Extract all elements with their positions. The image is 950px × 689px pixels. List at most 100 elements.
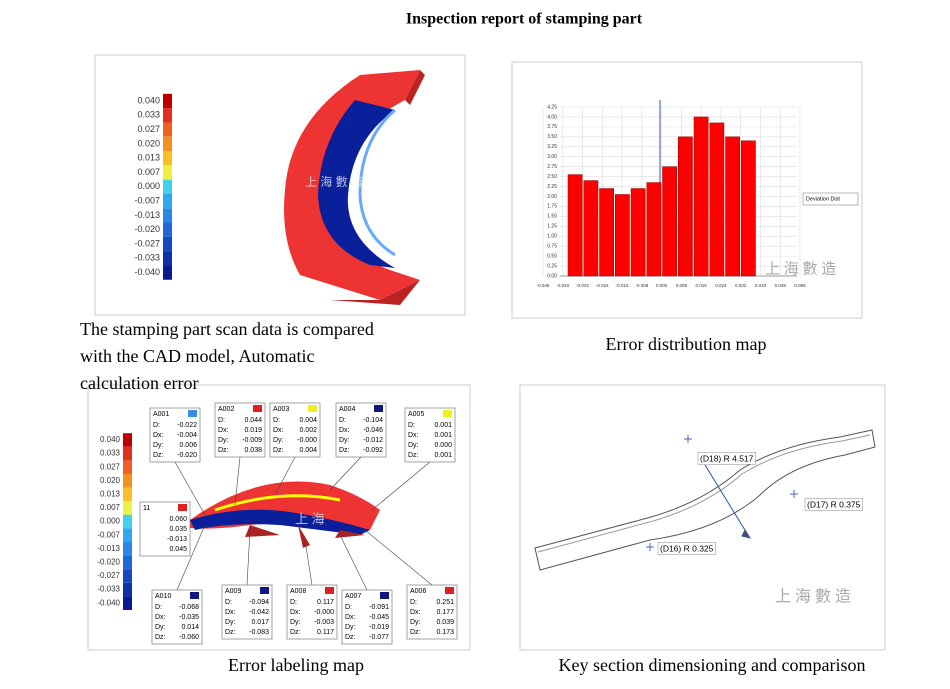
label-value: -0.022 [177, 422, 197, 429]
legend-swatch [123, 555, 132, 570]
label-value: 0.177 [436, 609, 454, 616]
label-value: 0.006 [179, 442, 197, 449]
label-value: -0.091 [369, 604, 389, 611]
leader-line [371, 461, 431, 511]
label-key: Dz: [273, 447, 284, 454]
label-key: D: [408, 422, 415, 429]
label-swatch [188, 410, 197, 417]
x-tick-label: 0.056 [794, 283, 806, 288]
legend-swatch [123, 433, 132, 447]
caption: The stamping part scan data is compared [80, 319, 374, 339]
label-key: D: [225, 599, 232, 606]
label-value: -0.000 [297, 437, 317, 444]
label-value: 0.045 [169, 546, 187, 553]
label-key: Dx: [218, 427, 229, 434]
legend-label: -0.040 [134, 267, 160, 277]
leader-line [246, 529, 251, 586]
label-id: A005 [408, 411, 424, 418]
legend-swatch [163, 179, 172, 194]
bar [615, 194, 630, 277]
label-value: -0.035 [179, 614, 199, 621]
y-tick-label: 0.50 [547, 253, 557, 259]
x-tick-label: -0.032 [576, 283, 589, 288]
legend-swatch [163, 236, 172, 252]
label-key: Dx: [339, 427, 350, 434]
label-value: 0.251 [436, 599, 454, 606]
label-id: A006 [410, 588, 426, 595]
legend-label: -0.013 [134, 210, 160, 220]
label-value: -0.012 [363, 437, 383, 444]
legend-swatch [123, 460, 132, 474]
label-id: A009 [225, 588, 241, 595]
label-key: D: [345, 604, 352, 611]
dimension-box [804, 498, 863, 511]
label-value: 0.117 [317, 629, 334, 636]
dimension-box [657, 542, 716, 555]
legend-swatch [163, 122, 172, 137]
legend-swatch [123, 596, 132, 610]
label-key: D: [290, 599, 297, 606]
y-tick-label: 2.75 [547, 164, 557, 170]
label-key: Dy: [225, 619, 236, 626]
legend-label: -0.020 [97, 558, 120, 567]
legend-label: -0.040 [97, 598, 120, 607]
label-key: Dz: [339, 447, 350, 454]
label-value: -0.020 [177, 452, 197, 459]
label-value: -0.004 [177, 432, 197, 439]
legend-label: 0.013 [100, 490, 121, 499]
legend-swatch [123, 514, 132, 529]
label-value: -0.092 [363, 447, 383, 454]
watermark-shape: 上 海 數 造 [305, 174, 363, 189]
dimension-label: (D16) R 0.325 [660, 543, 714, 553]
x-tick-label: -0.048 [537, 283, 550, 288]
watermark: 上 海 數 造 [765, 260, 836, 277]
label-key: Dx: [225, 609, 236, 616]
label-key: Dy: [273, 437, 284, 444]
legend-swatch [163, 151, 172, 166]
legend-label: 0.000 [137, 181, 160, 191]
label-key: Dz: [408, 452, 419, 459]
legend-label: -0.027 [134, 238, 160, 248]
leader-line [274, 456, 296, 496]
y-tick-label: 3.00 [547, 154, 557, 160]
label-swatch [190, 592, 199, 599]
label-value: -0.019 [369, 624, 389, 631]
label-key: Dy: [218, 437, 229, 444]
legend-label: -0.033 [134, 253, 160, 263]
legend-label: -0.007 [97, 530, 120, 539]
legend-label: -0.013 [97, 544, 120, 553]
label-value: -0.094 [249, 599, 269, 606]
legend-label: -0.027 [97, 571, 120, 580]
label-id: A008 [290, 588, 306, 595]
dimension-box [697, 452, 756, 465]
label-swatch [178, 504, 187, 511]
label-key: D: [273, 417, 280, 424]
y-tick-label: 4.00 [547, 114, 557, 120]
label-swatch [443, 410, 452, 417]
label-value: 0.173 [436, 629, 454, 636]
dimension-label: (D18) R 4.517 [700, 453, 754, 463]
bar [630, 188, 646, 277]
label-value: -0.013 [167, 536, 187, 543]
y-tick-label: 1.25 [547, 224, 557, 230]
legend-label: 0.040 [137, 95, 160, 105]
label-key: Dz: [153, 452, 164, 459]
legend-swatch [123, 542, 132, 556]
label-key: Dx: [408, 432, 419, 439]
legend-swatch [163, 108, 172, 123]
x-tick-label: 0.032 [735, 283, 747, 288]
label-key: D: [410, 599, 417, 606]
label-swatch [374, 405, 383, 412]
legend-swatch [123, 569, 132, 583]
label-value: -0.046 [363, 427, 383, 434]
y-tick-label: 0.75 [547, 244, 557, 250]
leader-line [339, 534, 368, 591]
label-value: -0.000 [314, 609, 334, 616]
label-key: Dx: [290, 609, 301, 616]
label-swatch [260, 587, 269, 594]
label-value: 0.019 [244, 427, 262, 434]
label-key: D: [155, 604, 162, 611]
label-value: 0.004 [299, 447, 317, 454]
label-value: 0.035 [169, 526, 187, 533]
